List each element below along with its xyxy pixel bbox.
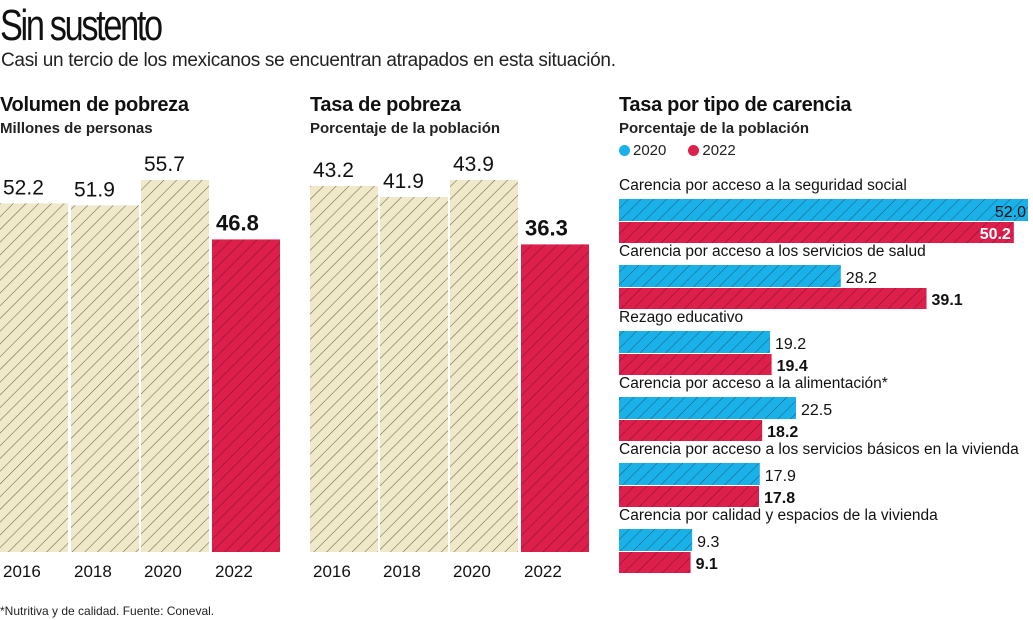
x-tick-label: 2022 xyxy=(524,562,562,581)
data-label-2020: 28.2 xyxy=(846,270,877,287)
legend-item-2020: 2020 xyxy=(619,142,666,159)
category-label: Carencia por calidad y espacios de la vi… xyxy=(619,507,938,524)
bar-2022 xyxy=(619,552,691,573)
data-label-2020: 17.9 xyxy=(765,468,796,485)
panel-title-volumen: Volumen de pobreza xyxy=(0,94,189,116)
data-label-2022: 9.1 xyxy=(696,556,718,573)
category-label: Rezago educativo xyxy=(619,309,743,326)
panel-title-carencia: Tasa por tipo de carencia xyxy=(619,94,852,116)
data-label-2022: 39.1 xyxy=(932,292,963,309)
data-label: 46.8 xyxy=(216,210,259,235)
data-label-2022: 50.2 xyxy=(980,226,1011,243)
bar-2020 xyxy=(450,180,518,552)
panel-subtitle-volumen: Millones de personas xyxy=(0,120,153,137)
x-tick-label: 2018 xyxy=(383,562,421,581)
bar-2020 xyxy=(619,529,693,551)
bar-2022 xyxy=(619,486,760,507)
legend-label-2020: 2020 xyxy=(633,142,667,159)
panel-title-tasa: Tasa de pobreza xyxy=(310,94,461,116)
bar-2020 xyxy=(619,463,760,485)
bar-2022 xyxy=(619,420,763,441)
footnote: *Nutritiva y de calidad. Fuente: Coneval… xyxy=(0,604,215,618)
data-label: 36.3 xyxy=(525,215,568,240)
bar-2020 xyxy=(141,180,209,552)
x-tick-label: 2022 xyxy=(215,562,253,581)
bar-2016 xyxy=(0,203,68,552)
bar-2022 xyxy=(521,244,589,552)
x-tick-label: 2016 xyxy=(313,562,351,581)
bar-2018 xyxy=(380,196,448,552)
x-tick-label: 2020 xyxy=(453,562,491,581)
category-label: Carencia por acceso a los servicios de s… xyxy=(619,243,926,260)
bar-2020 xyxy=(619,331,771,353)
chart-subtitle: Casi un tercio de los mexicanos se encue… xyxy=(1,50,616,71)
bar-2022 xyxy=(619,288,927,309)
data-label: 52.2 xyxy=(3,176,44,199)
bar-2018 xyxy=(71,205,139,552)
legend: 2020 2022 xyxy=(619,142,736,159)
data-label: 41.9 xyxy=(383,170,424,193)
data-label-2020: 22.5 xyxy=(801,402,832,419)
chart-title: Sin sustento xyxy=(0,1,163,50)
legend-label-2022: 2022 xyxy=(702,142,736,159)
data-label: 43.2 xyxy=(313,159,354,182)
category-label: Carencia por acceso a los servicios bási… xyxy=(619,441,1019,458)
data-label-2020: 52.0 xyxy=(995,204,1026,221)
bar-2020 xyxy=(619,265,841,287)
bar-2022 xyxy=(619,354,772,375)
legend-dot-2022 xyxy=(688,145,700,156)
data-label-2022: 18.2 xyxy=(767,424,798,441)
data-label: 51.9 xyxy=(74,178,115,201)
data-label: 43.9 xyxy=(453,153,494,176)
category-label: Carencia por acceso a la alimentación* xyxy=(619,375,888,392)
x-tick-label: 2018 xyxy=(74,562,112,581)
bar-2022 xyxy=(212,239,280,552)
data-label-2022: 19.4 xyxy=(777,358,808,375)
legend-dot-2020 xyxy=(619,145,630,156)
category-label: Carencia por acceso a la seguridad socia… xyxy=(619,177,907,194)
data-label-2020: 19.2 xyxy=(775,336,806,353)
panel-subtitle-carencia: Porcentaje de la población xyxy=(619,120,810,137)
bar-2020 xyxy=(619,199,1028,221)
data-label: 55.7 xyxy=(144,153,185,176)
data-label-2022: 17.8 xyxy=(764,490,795,507)
data-label-2020: 9.3 xyxy=(697,534,719,551)
bar-2022 xyxy=(619,222,1014,243)
x-tick-label: 2020 xyxy=(144,562,182,581)
panel-subtitle-tasa: Porcentaje de la población xyxy=(310,120,501,137)
x-tick-label: 2016 xyxy=(3,562,41,581)
bar-2016 xyxy=(310,185,378,553)
bar-2020 xyxy=(619,397,796,419)
legend-item-2022: 2022 xyxy=(688,142,736,159)
